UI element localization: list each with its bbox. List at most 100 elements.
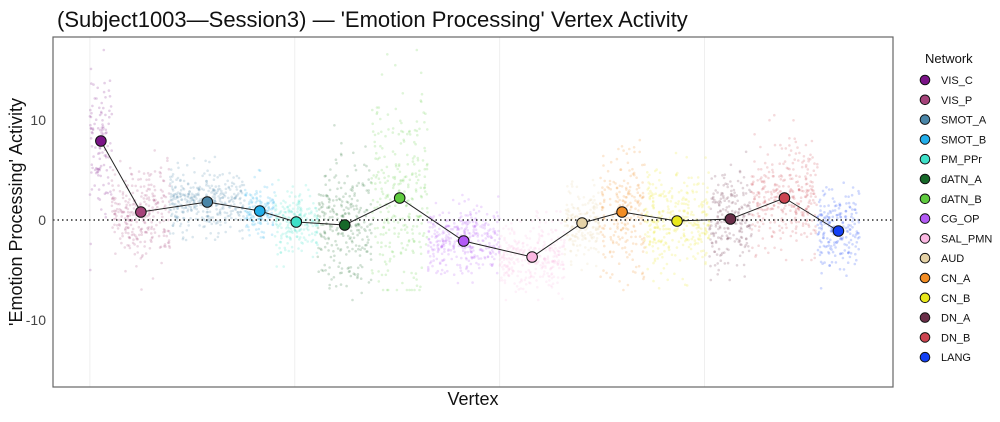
vertex-point — [848, 232, 852, 235]
vertex-point — [283, 207, 286, 210]
vertex-point — [358, 231, 361, 235]
vertex-point — [192, 186, 195, 189]
vertex-point — [619, 168, 623, 171]
vertex-point — [804, 222, 808, 226]
vertex-point — [666, 227, 670, 231]
vertex-point — [566, 216, 570, 219]
vertex-point — [158, 246, 162, 249]
vertex-point — [107, 122, 110, 126]
vertex-point — [563, 219, 566, 223]
vertex-point — [319, 193, 323, 197]
vertex-point — [513, 282, 516, 285]
vertex-point — [316, 226, 320, 230]
vertex-point — [117, 218, 121, 222]
vertex-point — [594, 240, 597, 243]
vertex-point — [508, 246, 512, 249]
vertex-point — [788, 144, 791, 147]
vertex-point — [109, 142, 112, 145]
vertex-point — [102, 48, 106, 52]
vertex-point — [125, 203, 128, 207]
vertex-point — [685, 184, 689, 188]
vertex-point — [848, 228, 852, 231]
vertex-point — [400, 242, 404, 245]
vertex-point — [142, 185, 146, 188]
vertex-point — [566, 224, 569, 228]
vertex-point — [607, 186, 611, 190]
vertex-point — [556, 281, 559, 285]
vertex-point — [434, 234, 438, 238]
vertex-point — [247, 202, 251, 206]
vertex-point — [588, 233, 592, 237]
vertex-point — [685, 238, 688, 241]
vertex-point — [540, 234, 544, 237]
vertex-point — [493, 216, 496, 220]
vertex-point — [331, 229, 335, 233]
vertex-point — [114, 197, 117, 200]
vertex-point — [128, 246, 132, 250]
vertex-point — [327, 197, 331, 200]
vertex-point — [730, 193, 733, 196]
vertex-point — [814, 195, 817, 198]
vertex-point — [647, 186, 651, 189]
vertex-point — [456, 281, 460, 285]
vertex-point — [781, 209, 784, 212]
vertex-point — [143, 221, 147, 225]
vertex-point — [831, 209, 835, 212]
vertex-point — [789, 187, 793, 191]
vertex-point — [153, 231, 157, 234]
vertex-point — [286, 225, 289, 229]
vertex-point — [242, 183, 246, 187]
vertex-point — [759, 145, 762, 149]
vertex-point — [827, 244, 831, 247]
vertex-point — [502, 267, 505, 271]
vertex-point — [785, 166, 789, 170]
vertex-point — [472, 224, 475, 228]
vertex-point — [850, 193, 854, 197]
vertex-point — [367, 178, 371, 181]
vertex-point — [89, 127, 93, 130]
vertex-point — [213, 196, 217, 199]
vertex-point — [494, 252, 498, 256]
vertex-point — [97, 152, 100, 155]
vertex-point — [335, 212, 338, 216]
vertex-point — [595, 239, 598, 243]
vertex-point — [700, 231, 704, 235]
vertex-point — [455, 255, 458, 259]
vertex-point — [472, 230, 476, 234]
vertex-point — [769, 207, 772, 211]
vertex-point — [652, 230, 656, 234]
vertex-point — [508, 232, 512, 235]
vertex-point — [643, 163, 646, 166]
vertex-point — [627, 192, 630, 195]
vertex-point — [140, 233, 143, 236]
vertex-point — [797, 202, 800, 206]
vertex-point — [614, 230, 617, 234]
vertex-point — [391, 131, 395, 134]
vertex-point — [132, 207, 136, 210]
vertex-point — [805, 194, 809, 197]
vertex-point — [761, 237, 765, 240]
vertex-point — [465, 223, 469, 226]
vertex-point — [599, 230, 603, 234]
vertex-point — [524, 283, 528, 286]
vertex-point — [235, 188, 239, 191]
vertex-point — [646, 188, 649, 191]
vertex-point — [228, 214, 231, 217]
vertex-point — [378, 253, 382, 256]
vertex-point — [185, 229, 189, 232]
vertex-point — [712, 232, 716, 236]
vertex-point — [335, 198, 339, 202]
vertex-point — [329, 168, 332, 171]
vertex-point — [104, 128, 108, 132]
vertex-point — [812, 189, 815, 192]
vertex-point — [641, 163, 644, 167]
mean-point-sal-pmn — [526, 251, 538, 263]
vertex-point — [646, 171, 649, 174]
vertex-point — [163, 230, 167, 234]
vertex-point — [234, 217, 238, 221]
legend-label: PM_PPr — [941, 154, 982, 166]
vertex-point — [217, 184, 221, 188]
vertex-point — [433, 224, 437, 228]
vertex-point — [405, 225, 409, 229]
vertex-point — [664, 227, 668, 231]
